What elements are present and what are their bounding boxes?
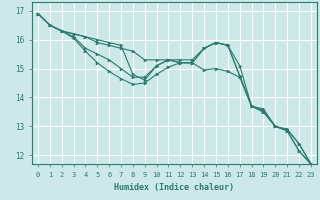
X-axis label: Humidex (Indice chaleur): Humidex (Indice chaleur) [115,183,234,192]
